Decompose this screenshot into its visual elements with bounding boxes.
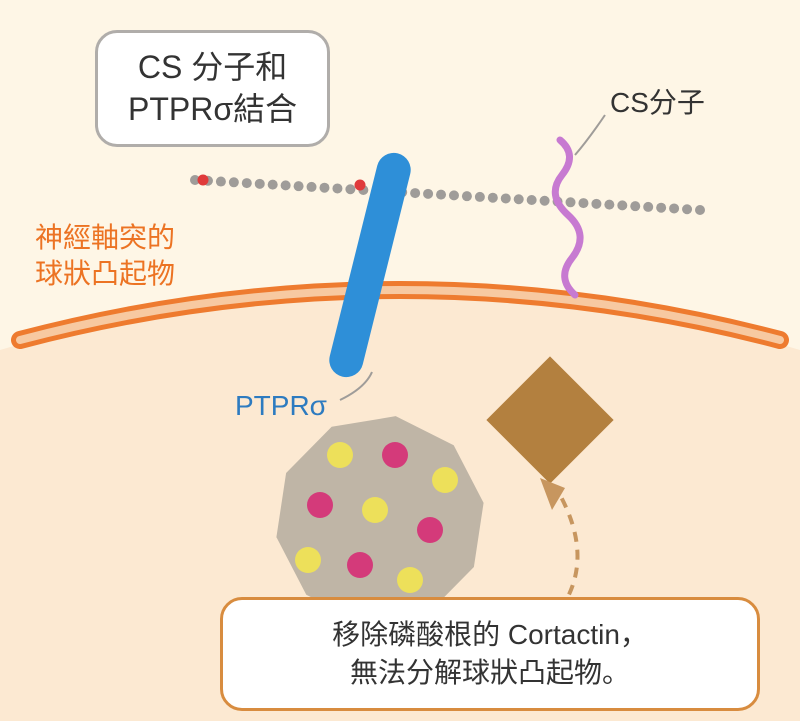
cs-molecule-squiggle [555, 140, 580, 295]
label-cs: CS分子 [610, 85, 705, 121]
title-box: CS 分子和 PTPRσ結合 [95, 30, 330, 147]
cs-chain [190, 175, 705, 216]
cortactin-square [486, 356, 613, 483]
leader-line-cs [575, 115, 605, 155]
label-axon: 神經軸突的 球狀凸起物 [35, 220, 175, 293]
title-line2: PTPRσ結合 [128, 89, 297, 131]
bottom-line2: 無法分解球狀凸起物。 [243, 654, 737, 692]
label-ptpr: PTPRσ [235, 388, 327, 424]
bottom-line1: 移除磷酸根的 Cortactin， [243, 616, 737, 654]
title-line1: CS 分子和 [128, 47, 297, 89]
dashed-arrow [560, 495, 578, 610]
dashed-arrow-head [540, 478, 565, 510]
bottom-caption-box: 移除磷酸根的 Cortactin， 無法分解球狀凸起物。 [220, 597, 760, 711]
membrane-arc [20, 290, 780, 340]
